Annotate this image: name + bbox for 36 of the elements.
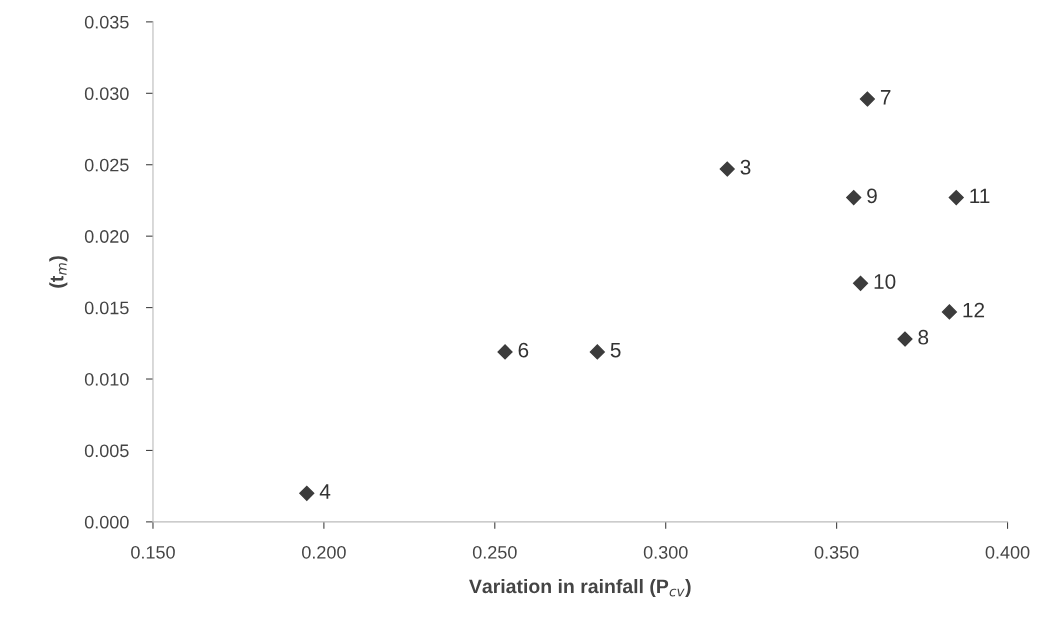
annotation: 9 [867, 188, 877, 204]
x-tick-label: 0.300 [643, 545, 688, 559]
x-tick-label: 0.250 [472, 545, 517, 559]
annotation: 11 [970, 188, 990, 203]
point [859, 91, 875, 107]
y-tick-label: 0.010 [84, 372, 129, 386]
y-tick-label: 0.030 [84, 87, 129, 101]
point [846, 190, 862, 206]
point [589, 344, 605, 360]
annotation: 6 [518, 342, 529, 358]
x-tick-label: 0.350 [814, 545, 859, 559]
x-tick-label: 0.200 [302, 545, 346, 559]
annotation: 4 [319, 484, 331, 499]
point [941, 304, 957, 320]
point [497, 344, 513, 360]
y-tick-label: 0.000 [84, 515, 129, 529]
x-tick-label: 0.400 [985, 545, 1030, 559]
annotation: 12 [963, 302, 985, 318]
y-axis-title: (t$_{m}$) [49, 256, 68, 288]
y-tick-label: 0.020 [84, 230, 129, 243]
x-axis-title: Variation in rainfall (P$_{cv}$) [469, 578, 691, 598]
point [299, 485, 315, 501]
point [897, 331, 913, 347]
point [948, 190, 964, 206]
x-tick-label: 0.150 [131, 545, 175, 559]
y-tick-label: 0.015 [84, 301, 129, 315]
y-tick-label: 0.025 [84, 158, 129, 172]
annotation: 3 [740, 159, 751, 175]
annotation: 10 [874, 274, 896, 289]
annotation: 5 [610, 342, 621, 358]
y-tick-label: 0.035 [84, 15, 129, 29]
point [852, 275, 869, 291]
annotation: 7 [880, 90, 891, 105]
point [719, 161, 735, 177]
annotation: 8 [918, 329, 929, 345]
y-tick-label: 0.005 [84, 444, 129, 458]
